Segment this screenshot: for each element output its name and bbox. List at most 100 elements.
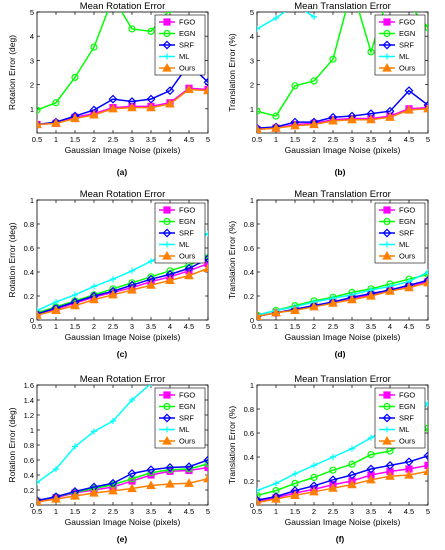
legend-label-FGO: FGO: [399, 391, 415, 400]
x-tick-label: 5: [426, 135, 430, 144]
x-tick-label: 2.5: [108, 322, 118, 331]
data-point-SRF: [37, 309, 42, 319]
x-tick-label: 4.5: [404, 322, 414, 331]
data-point-EGN: [272, 112, 280, 120]
series-line-Ours: [257, 470, 428, 504]
data-point-Ours: [328, 115, 338, 125]
legend: FGO EGN SRF ML Ours: [154, 387, 206, 449]
data-point-Ours: [366, 114, 376, 124]
data-point-Ours: [37, 310, 42, 319]
y-tick-label: 0.8: [24, 441, 34, 450]
data-point-EGN: [205, 0, 211, 3]
x-tick-label: 2.5: [108, 507, 118, 516]
data-point-SRF: [385, 460, 395, 470]
data-point-SRF: [127, 469, 137, 478]
data-point-Ours: [37, 119, 42, 129]
data-point-Ours: [70, 490, 80, 500]
x-tick-label: 3.5: [146, 507, 156, 516]
series-line-FGO: [257, 464, 428, 503]
series-line-Ours: [257, 108, 428, 131]
legend-label-EGN: EGN: [399, 217, 415, 226]
chart-panel-1: Mean Translation Error 0.5 1 1.5 2 2.5 3 3.5 4 4.…: [227, 1, 430, 177]
y-tick-label: 1.2: [24, 411, 34, 420]
data-point-Ours: [347, 114, 357, 124]
data-point-ML: [148, 258, 154, 265]
data-point-Ours: [423, 466, 428, 475]
data-point-ML: [110, 418, 116, 424]
data-point-Ours: [127, 483, 137, 493]
x-axis-label: Gaussian Image Noise (pixels): [65, 332, 181, 342]
y-tick-label: 5: [30, 8, 34, 17]
data-point-SRF: [257, 495, 262, 505]
x-tick-label: 0.5: [32, 507, 42, 516]
chart-title: Mean Translation Error: [294, 1, 391, 12]
data-point-ML: [425, 400, 428, 406]
legend-marker-ML: [164, 426, 170, 433]
data-point-ML: [72, 291, 78, 298]
legend-label-Ours: Ours: [399, 437, 416, 446]
legend-marker-SRF: [162, 40, 172, 50]
y-tick-label: 0.6: [24, 456, 34, 465]
legend-marker-ML: [384, 241, 390, 248]
x-tick-label: 4.5: [184, 322, 194, 331]
x-tick-label: 2.5: [108, 135, 118, 144]
data-point-Ours: [89, 294, 99, 304]
data-point-Ours: [404, 469, 414, 479]
legend-label-SRF: SRF: [179, 41, 194, 50]
legend-label-ML: ML: [399, 425, 409, 434]
x-tick-label: 1.5: [290, 135, 300, 144]
series-layer: [257, 12, 428, 133]
data-point-EGN: [257, 107, 261, 115]
y-tick-label: 1: [250, 105, 254, 114]
legend-marker-Ours: [162, 62, 172, 72]
y-tick-label: 1: [250, 381, 254, 390]
x-tick-label: 0.5: [32, 135, 42, 144]
y-tick-label: 0.4: [244, 268, 254, 277]
x-tick-label: 0.5: [252, 507, 262, 516]
data-point-Ours: [423, 103, 428, 113]
data-point-ML: [311, 462, 317, 469]
data-point-Ours: [127, 102, 137, 112]
data-point-EGN: [329, 55, 337, 63]
y-tick-label: 0.2: [24, 486, 34, 495]
x-tick-label: 1.5: [290, 507, 300, 516]
data-point-EGN: [291, 82, 299, 90]
data-point-EGN: [257, 491, 261, 499]
data-point-Ours: [70, 300, 80, 310]
chart-title: Mean Rotation Error: [80, 1, 166, 12]
data-point-EGN: [128, 475, 136, 483]
x-tick-label: 1: [54, 135, 58, 144]
y-tick-label: 0.8: [244, 405, 254, 414]
x-tick-label: 1: [274, 322, 278, 331]
y-tick-label: 5: [250, 8, 254, 17]
data-point-EGN: [167, 12, 173, 14]
data-point-Ours: [89, 487, 99, 497]
x-tick-label: 3.5: [366, 135, 376, 144]
y-axis-label: Rotation Error (deg): [7, 222, 17, 297]
legend-marker-ML: [164, 53, 170, 60]
panel-label: (e): [117, 534, 128, 544]
data-point-SRF: [37, 496, 42, 505]
data-point-EGN: [310, 77, 318, 85]
data-point-ML: [110, 276, 116, 283]
x-axis-label: Gaussian Image Noise (pixels): [285, 517, 401, 527]
x-tick-label: 3: [350, 507, 354, 516]
legend-marker-EGN: [383, 402, 391, 411]
data-point-Ours: [309, 301, 319, 311]
data-point-EGN: [367, 451, 375, 459]
legend-label-FGO: FGO: [179, 206, 195, 215]
x-tick-label: 3.5: [366, 507, 376, 516]
x-tick-label: 1.5: [70, 135, 80, 144]
data-point-Ours: [146, 280, 156, 289]
legend-marker-EGN: [163, 217, 171, 226]
data-point-Ours: [165, 275, 175, 284]
y-tick-label: 0.8: [24, 220, 34, 229]
panel-label: (b): [335, 167, 346, 177]
data-point-ML: [273, 480, 279, 487]
y-axis-label: Translation Error (%): [227, 221, 237, 300]
series-line-Ours: [37, 478, 208, 503]
legend-label-ML: ML: [179, 425, 189, 434]
data-point-FGO: [204, 260, 208, 268]
x-tick-label: 4: [388, 135, 392, 144]
y-tick-label: 0.8: [244, 220, 254, 229]
